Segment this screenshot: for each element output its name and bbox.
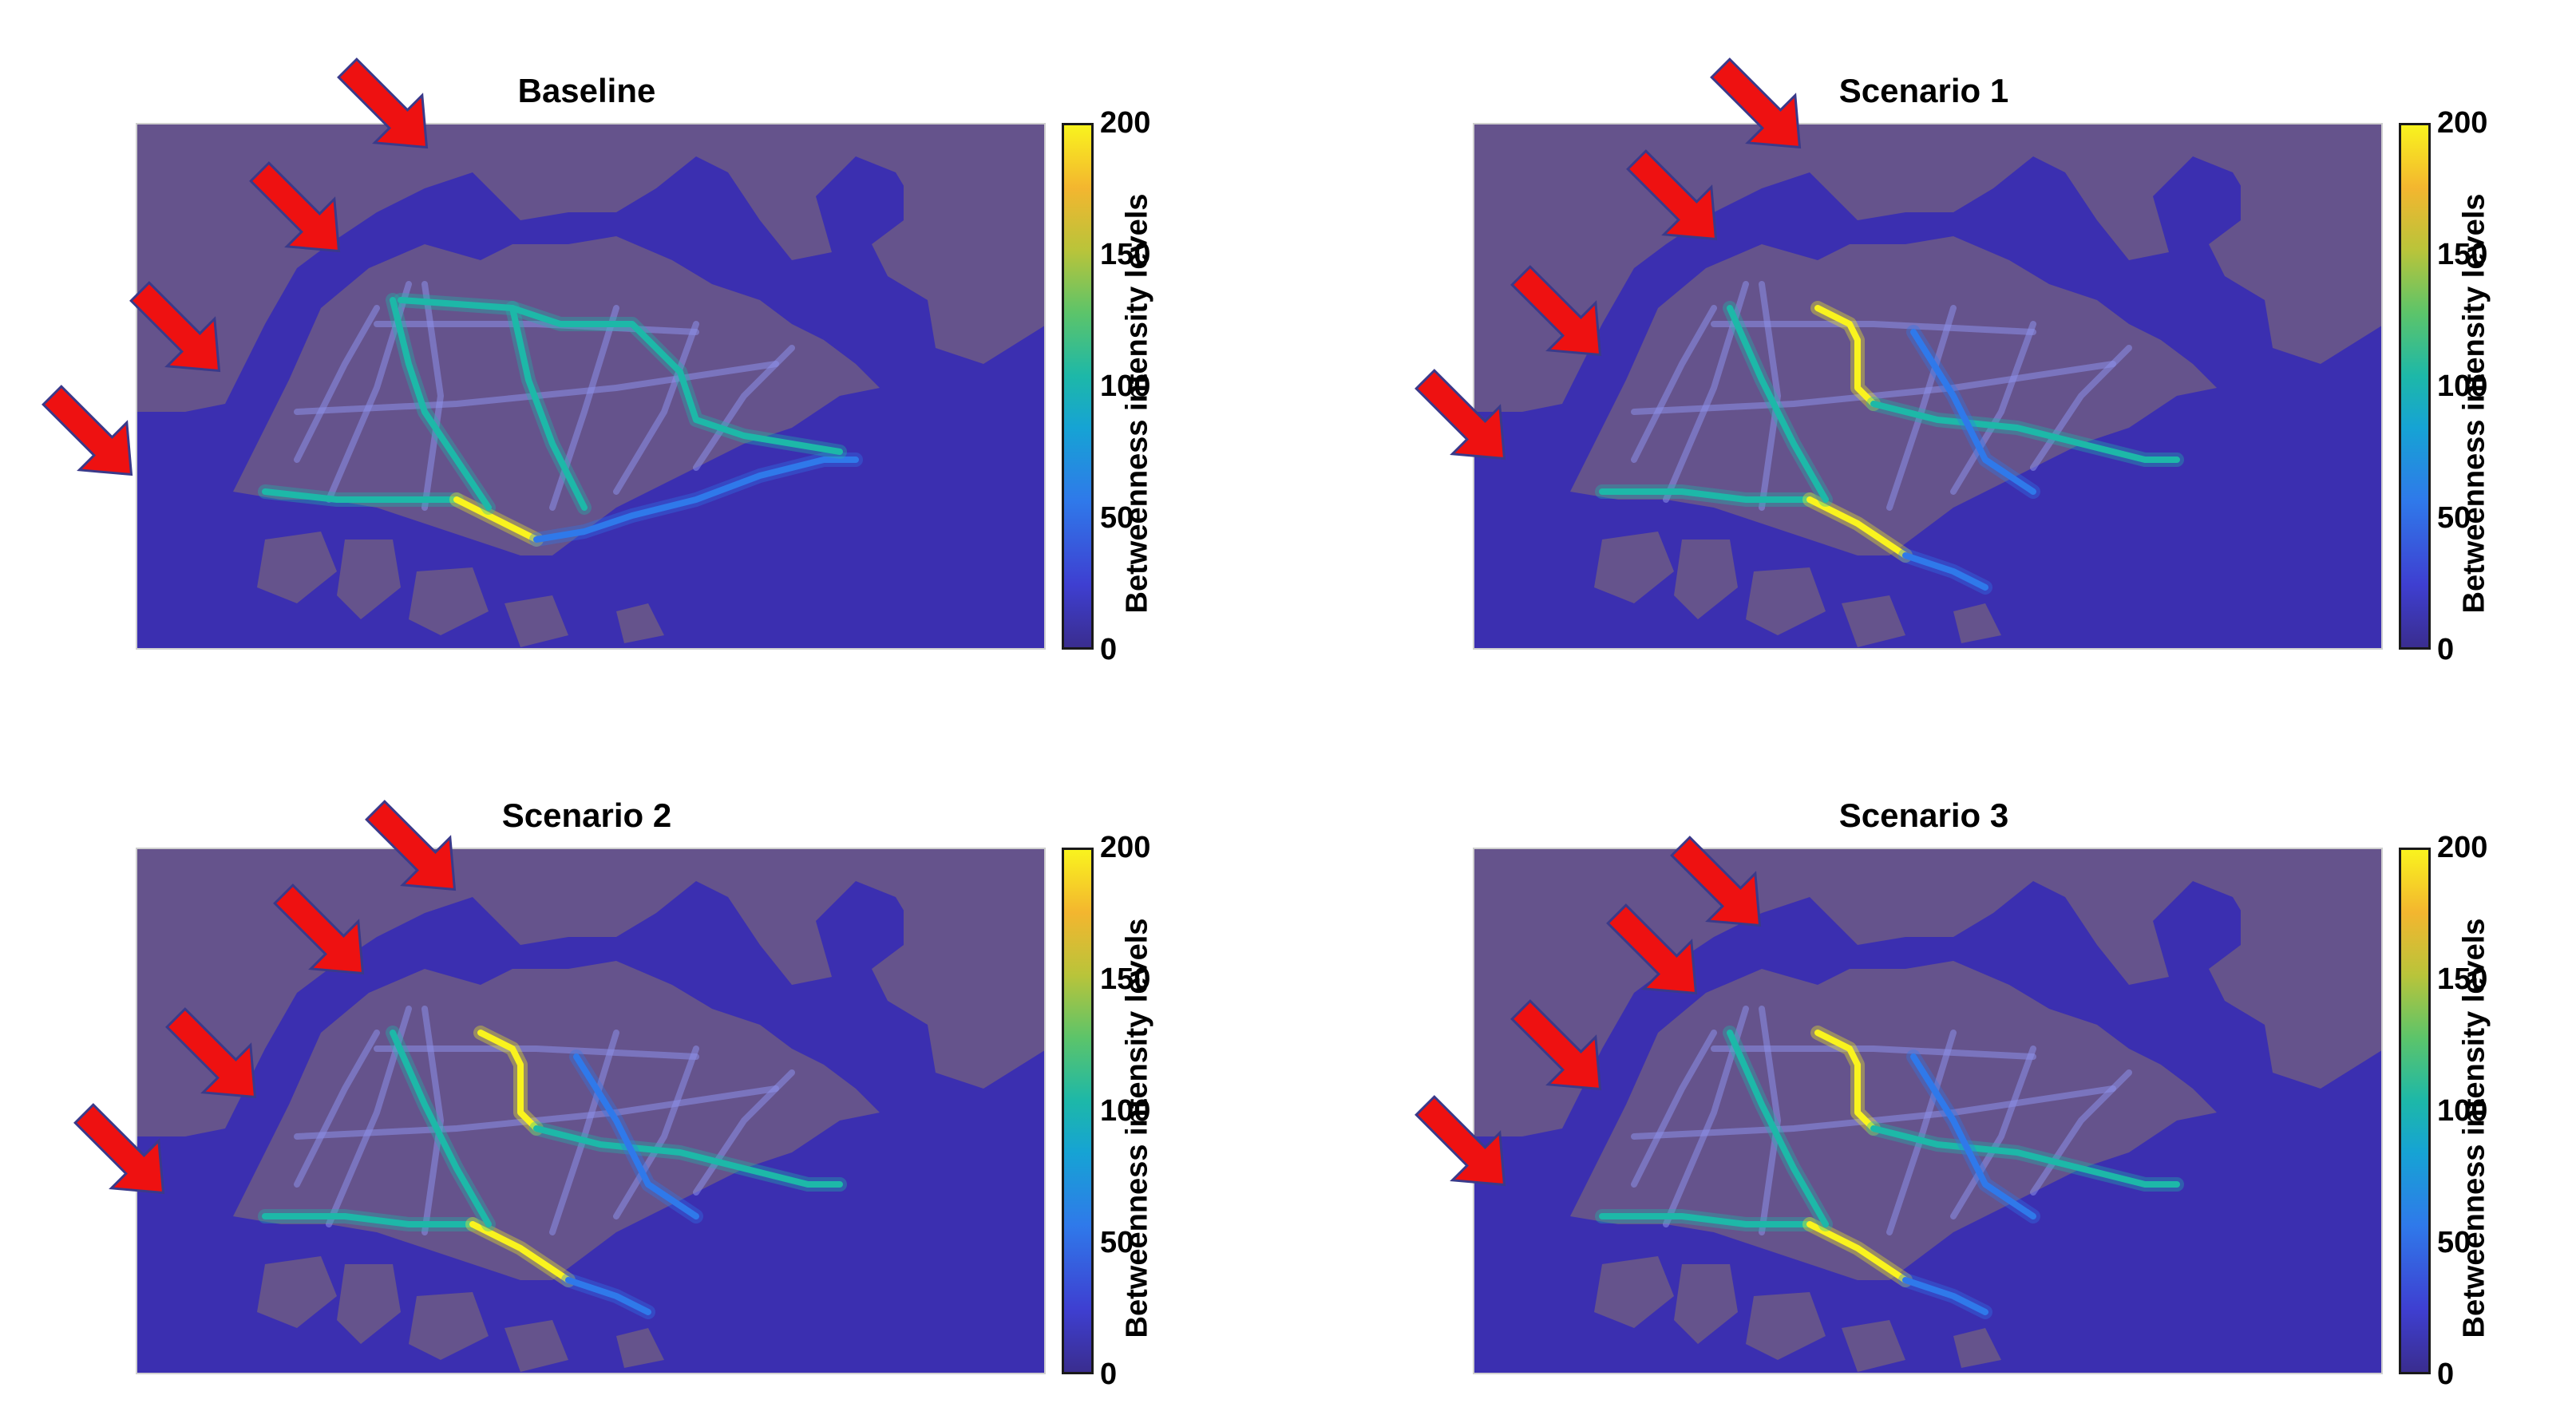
colorbar <box>1062 123 1094 650</box>
arrow-icon <box>129 281 221 373</box>
colorbar-gradient <box>2401 125 2428 647</box>
colorbar-tick: 150 <box>2437 962 2488 996</box>
arrow-icon <box>1510 999 1602 1091</box>
panel-scenario-2: Scenario 2 200 150 100 50 0 Betweenness intens… <box>0 796 1245 1419</box>
arrow-icon <box>42 385 133 476</box>
colorbar-tick: 50 <box>2437 501 2471 535</box>
panel-title: Scenario 3 <box>1838 796 2009 834</box>
colorbar-tick: 0 <box>1100 633 1118 666</box>
panel-scenario-3: Scenario 3 200 150 100 50 0 Betweenness intens… <box>1337 796 2576 1419</box>
map <box>1473 123 2383 650</box>
map-canvas <box>1474 849 2381 1373</box>
colorbar-tick: 100 <box>1100 1094 1151 1128</box>
colorbar-tick: 200 <box>2437 106 2488 140</box>
colorbar-tick: 0 <box>2437 1358 2455 1391</box>
colorbar-label: Betweenness intensity levels <box>1120 918 1154 1338</box>
colorbar-tick: 100 <box>2437 370 2488 403</box>
colorbar-tick: 50 <box>1100 1226 1134 1259</box>
arrow-icon <box>337 57 429 149</box>
colorbar <box>1062 848 1094 1374</box>
arrow-icon <box>1670 836 1762 927</box>
arrow-icon <box>1415 369 1506 460</box>
map <box>136 848 1046 1374</box>
map-canvas <box>137 849 1044 1373</box>
colorbar-label: Betweenness intensity levels <box>2457 193 2491 614</box>
map-canvas <box>1474 125 2381 648</box>
arrow-icon <box>73 1103 165 1195</box>
arrow-icon <box>1415 1095 1506 1187</box>
panel-title: Scenario 2 <box>501 796 672 834</box>
arrow-icon <box>273 883 365 975</box>
arrow-icon <box>1510 265 1602 357</box>
colorbar-gradient <box>2401 850 2428 1372</box>
colorbar-tick: 0 <box>2437 633 2455 666</box>
colorbar-label: Betweenness intensity levels <box>2457 918 2491 1338</box>
panel-title: Baseline <box>517 72 656 109</box>
colorbar-tick: 100 <box>2437 1094 2488 1128</box>
colorbar-tick: 200 <box>2437 831 2488 864</box>
arrow-icon <box>249 161 341 253</box>
colorbar <box>2399 848 2431 1374</box>
colorbar-tick: 200 <box>1100 831 1151 864</box>
arrow-icon <box>1710 57 1802 149</box>
colorbar-tick: 0 <box>1100 1358 1118 1391</box>
colorbar-tick: 200 <box>1100 106 1151 140</box>
colorbar-tick: 150 <box>1100 962 1151 996</box>
arrow-icon <box>165 1007 257 1099</box>
colorbar-tick: 150 <box>2437 238 2488 271</box>
colorbar <box>2399 123 2431 650</box>
arrow-icon <box>365 800 457 891</box>
colorbar-tick: 50 <box>2437 1226 2471 1259</box>
map <box>1473 848 2383 1374</box>
colorbar-gradient <box>1064 850 1091 1372</box>
colorbar-tick: 100 <box>1100 370 1151 403</box>
colorbar-tick: 150 <box>1100 238 1151 271</box>
colorbar-tick: 50 <box>1100 501 1134 535</box>
colorbar-gradient <box>1064 125 1091 647</box>
colorbar-label: Betweenness intensity levels <box>1120 193 1154 614</box>
arrow-icon <box>1626 149 1718 241</box>
arrow-icon <box>1606 903 1698 995</box>
panel-title: Scenario 1 <box>1838 72 2009 109</box>
